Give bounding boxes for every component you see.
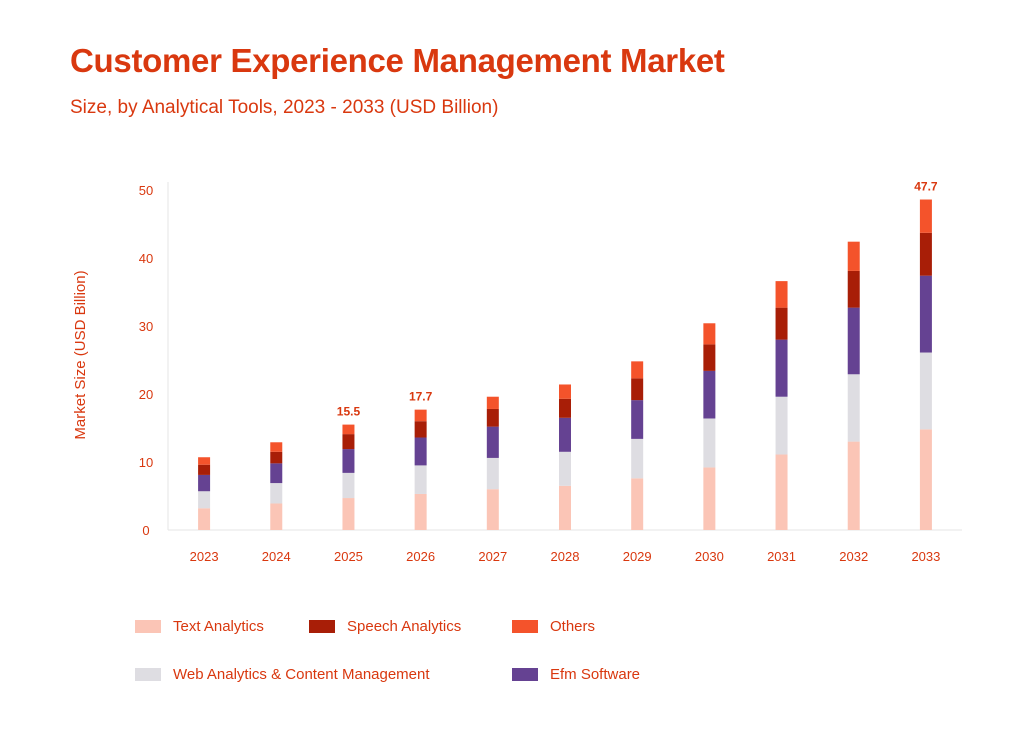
data-label: 47.7: [914, 180, 938, 194]
y-tick-label: 50: [139, 183, 153, 198]
x-tick-label: 2033: [911, 549, 940, 564]
bar-segment-speech-analytics: [198, 464, 211, 475]
legend-label: Speech Analytics: [347, 618, 462, 635]
bar-segment-speech-analytics: [703, 344, 716, 371]
bar-segment-others: [414, 409, 427, 422]
bar-segment-efm-software: [631, 400, 644, 439]
bar-segment-web-analytics-content-management: [486, 457, 499, 490]
legend-swatch: [512, 620, 538, 633]
y-tick-label: 30: [139, 319, 153, 334]
x-tick-label: 2027: [478, 549, 507, 564]
y-tick-label: 40: [139, 251, 153, 266]
bar-segment-others: [919, 199, 932, 233]
bar-segment-efm-software: [342, 449, 355, 473]
chart-subtitle: Size, by Analytical Tools, 2023 - 2033 (…: [70, 97, 499, 118]
bar-segment-others: [342, 424, 355, 435]
bar-segment-others: [198, 457, 211, 465]
legend-swatch: [135, 620, 161, 633]
y-axis-title: Market Size (USD Billion): [72, 270, 89, 439]
bar-segment-speech-analytics: [559, 398, 571, 418]
x-tick-label: 2030: [695, 549, 724, 564]
bar-segment-speech-analytics: [270, 451, 283, 464]
bar-segment-web-analytics-content-management: [775, 396, 788, 455]
bar-segment-web-analytics-content-management: [414, 465, 427, 494]
bar-segment-others: [486, 396, 499, 409]
bar-segment-speech-analytics: [486, 408, 499, 427]
bar-segment-efm-software: [559, 417, 571, 452]
bar-segment-text-analytics: [775, 454, 788, 530]
bar-segment-text-analytics: [486, 489, 499, 530]
x-tick-label: 2024: [262, 549, 291, 564]
bar-segment-speech-analytics: [847, 270, 860, 308]
bar-segment-web-analytics-content-management: [559, 451, 571, 486]
bar-segment-text-analytics: [559, 485, 571, 530]
legend-item-speech-analytics: Speech Analytics: [309, 618, 461, 635]
bar-segment-others: [559, 384, 571, 399]
bar-segment-others: [703, 323, 716, 345]
legend: Text Analytics Speech Analytics Others W…: [135, 618, 835, 698]
bar-segment-speech-analytics: [775, 307, 788, 340]
legend-label: Text Analytics: [173, 618, 264, 635]
bar-segment-text-analytics: [847, 441, 860, 530]
legend-label: Efm Software: [550, 666, 641, 683]
bar-segment-text-analytics: [703, 467, 716, 530]
legend-item-others: Others: [512, 618, 595, 635]
bar-segment-text-analytics: [631, 478, 644, 530]
bar-segment-others: [775, 281, 788, 308]
bar-segment-web-analytics-content-management: [919, 352, 932, 430]
bar-segment-others: [847, 241, 860, 271]
y-tick-label: 10: [139, 455, 153, 470]
bar-segment-speech-analytics: [342, 434, 355, 450]
bar-segment-web-analytics-content-management: [270, 483, 283, 504]
bar-segment-speech-analytics: [631, 378, 644, 401]
x-tick-label: 2023: [190, 549, 219, 564]
chart-title: Customer Experience Management Market: [70, 42, 725, 79]
data-label: 15.5: [337, 405, 361, 419]
legend-label: Others: [550, 618, 596, 635]
data-label: 17.7: [409, 390, 433, 404]
x-tick-label: 2026: [406, 549, 435, 564]
bar-segment-efm-software: [847, 307, 860, 375]
legend-swatch: [135, 668, 161, 681]
y-tick-label: 20: [139, 387, 153, 402]
legend-item-web-analytics: Web Analytics & Content Management: [135, 666, 430, 683]
x-tick-label: 2025: [334, 549, 363, 564]
bar-segment-speech-analytics: [919, 232, 932, 276]
bar-segment-text-analytics: [342, 498, 355, 530]
bar-segment-web-analytics-content-management: [198, 491, 211, 509]
bar-segment-efm-software: [775, 339, 788, 397]
bar-segment-text-analytics: [198, 508, 211, 530]
x-tick-label: 2031: [767, 549, 796, 564]
x-tick-label: 2028: [551, 549, 580, 564]
legend-item-efm-software: Efm Software: [512, 666, 640, 683]
bar-segment-web-analytics-content-management: [703, 418, 716, 468]
bar-segment-efm-software: [414, 437, 427, 466]
legend-label: Web Analytics & Content Management: [173, 666, 430, 683]
bar-segment-speech-analytics: [414, 421, 427, 438]
bar-segment-efm-software: [270, 463, 283, 484]
legend-swatch: [512, 668, 538, 681]
legend-swatch: [309, 620, 335, 633]
bar-segment-efm-software: [486, 426, 499, 458]
bar-segment-efm-software: [919, 275, 932, 353]
x-tick-label: 2032: [839, 549, 868, 564]
bar-segment-text-analytics: [919, 429, 932, 530]
bar-segment-web-analytics-content-management: [342, 472, 355, 499]
bar-segment-efm-software: [703, 370, 716, 419]
bar-segment-web-analytics-content-management: [847, 374, 860, 442]
bar-segment-others: [631, 361, 644, 379]
bar-segment-others: [270, 442, 283, 452]
bar-segment-web-analytics-content-management: [631, 438, 644, 479]
bar-segment-efm-software: [198, 474, 211, 492]
x-tick-label: 2029: [623, 549, 652, 564]
bar-segment-text-analytics: [270, 503, 283, 530]
bar-segment-text-analytics: [414, 493, 427, 530]
legend-item-text-analytics: Text Analytics: [135, 618, 264, 635]
y-tick-label: 0: [142, 523, 149, 538]
